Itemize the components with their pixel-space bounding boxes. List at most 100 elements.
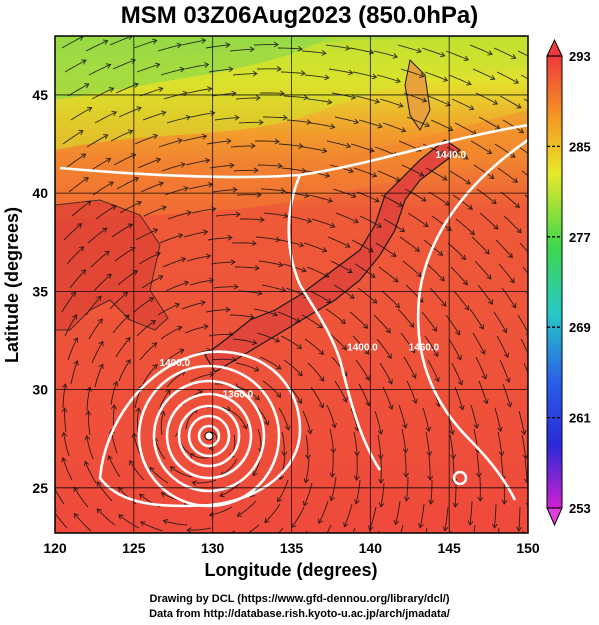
streamline bbox=[303, 482, 313, 506]
streamline bbox=[283, 95, 308, 99]
streamline-arrow bbox=[329, 222, 336, 229]
streamline-arrow bbox=[303, 500, 309, 507]
streamline bbox=[183, 231, 208, 238]
streamline-arrow bbox=[148, 297, 155, 303]
streamline-arrow bbox=[393, 277, 399, 283]
streamline-arrow bbox=[439, 276, 445, 282]
contour-label: 1400.0 bbox=[347, 342, 378, 353]
streamline-arrow bbox=[450, 454, 457, 460]
streamline bbox=[473, 164, 495, 179]
streamline bbox=[445, 50, 469, 61]
streamline bbox=[135, 228, 158, 241]
streamline-arrow bbox=[298, 143, 304, 149]
streamline-arrow bbox=[522, 454, 528, 460]
streamline bbox=[358, 383, 370, 406]
streamline bbox=[89, 158, 111, 172]
streamline-arrow bbox=[83, 177, 89, 183]
streamline-arrow bbox=[107, 455, 113, 461]
streamline bbox=[162, 258, 186, 268]
streamline bbox=[349, 47, 374, 54]
streamline-arrow bbox=[186, 210, 192, 216]
streamline bbox=[142, 111, 166, 121]
streamline bbox=[212, 189, 237, 193]
streamline bbox=[91, 87, 114, 100]
streamline bbox=[209, 164, 234, 169]
streamline bbox=[330, 476, 337, 501]
streamline bbox=[328, 332, 347, 350]
streamline-arrow bbox=[365, 401, 371, 407]
streamline bbox=[311, 218, 335, 228]
streamline-arrow bbox=[428, 499, 435, 505]
streamline bbox=[84, 461, 97, 484]
streamline bbox=[499, 95, 522, 109]
streamline bbox=[110, 381, 118, 406]
streamline-arrow bbox=[264, 517, 270, 524]
streamline bbox=[261, 284, 286, 292]
streamline bbox=[85, 40, 108, 52]
streamline-arrow bbox=[296, 398, 303, 404]
streamline bbox=[190, 112, 215, 118]
streamline-arrow bbox=[98, 340, 104, 347]
streamline-arrow bbox=[229, 162, 235, 169]
streamline bbox=[472, 68, 495, 80]
streamline-arrow bbox=[81, 59, 87, 65]
streamline-arrow bbox=[275, 236, 281, 243]
streamline bbox=[382, 386, 393, 410]
streamline bbox=[62, 130, 84, 145]
streamline-arrow bbox=[201, 133, 208, 140]
streamline-arrow bbox=[219, 492, 225, 498]
streamline-arrow bbox=[439, 150, 446, 156]
streamline-arrow bbox=[235, 211, 241, 218]
streamline bbox=[397, 308, 414, 328]
streamline bbox=[352, 335, 369, 355]
streamline-arrow bbox=[306, 119, 312, 125]
streamline-arrow bbox=[252, 70, 258, 77]
streamline-arrow bbox=[371, 298, 378, 304]
streamline bbox=[327, 236, 351, 248]
streamline bbox=[352, 71, 377, 78]
streamline bbox=[380, 482, 385, 507]
streamline-arrow bbox=[61, 431, 68, 438]
streamline-arrow bbox=[371, 73, 378, 80]
streamline bbox=[325, 308, 346, 324]
streamline bbox=[259, 356, 282, 370]
streamline bbox=[215, 213, 240, 217]
streamline bbox=[55, 488, 65, 505]
streamline bbox=[494, 407, 502, 432]
streamline bbox=[520, 338, 528, 355]
streamline-arrow bbox=[106, 273, 112, 279]
streamline bbox=[304, 338, 324, 355]
streamline-arrow bbox=[174, 302, 181, 309]
streamline bbox=[421, 311, 437, 332]
streamline-arrow bbox=[272, 311, 278, 317]
streamline bbox=[170, 466, 193, 478]
streamline bbox=[445, 314, 460, 336]
streamline bbox=[521, 434, 527, 459]
streamline bbox=[477, 284, 493, 305]
streamline bbox=[136, 320, 156, 337]
streamline-arrow bbox=[329, 472, 336, 478]
streamline bbox=[158, 139, 183, 148]
streamline-arrow bbox=[467, 204, 473, 210]
streamline bbox=[181, 301, 206, 310]
streamline-arrow bbox=[136, 106, 142, 112]
streamline-arrow bbox=[249, 313, 255, 320]
streamline bbox=[352, 527, 356, 533]
streamline bbox=[256, 332, 280, 343]
streamline-arrow bbox=[451, 478, 458, 484]
streamline bbox=[425, 527, 428, 533]
streamline bbox=[454, 122, 477, 135]
streamline-arrow bbox=[386, 353, 392, 360]
contour-1400-inner bbox=[98, 350, 302, 508]
streamline-arrow bbox=[249, 46, 255, 53]
y-axis-ticks: 25 30 35 40 45 bbox=[32, 87, 48, 496]
streamline-arrow bbox=[318, 349, 324, 356]
streamline-arrow bbox=[447, 125, 454, 132]
streamline-arrow bbox=[96, 508, 102, 514]
streamline bbox=[238, 121, 263, 124]
streamline bbox=[205, 44, 230, 49]
streamline-arrow bbox=[209, 277, 215, 284]
streamline-arrow bbox=[317, 323, 323, 329]
streamline bbox=[304, 458, 310, 483]
streamline bbox=[192, 479, 217, 484]
